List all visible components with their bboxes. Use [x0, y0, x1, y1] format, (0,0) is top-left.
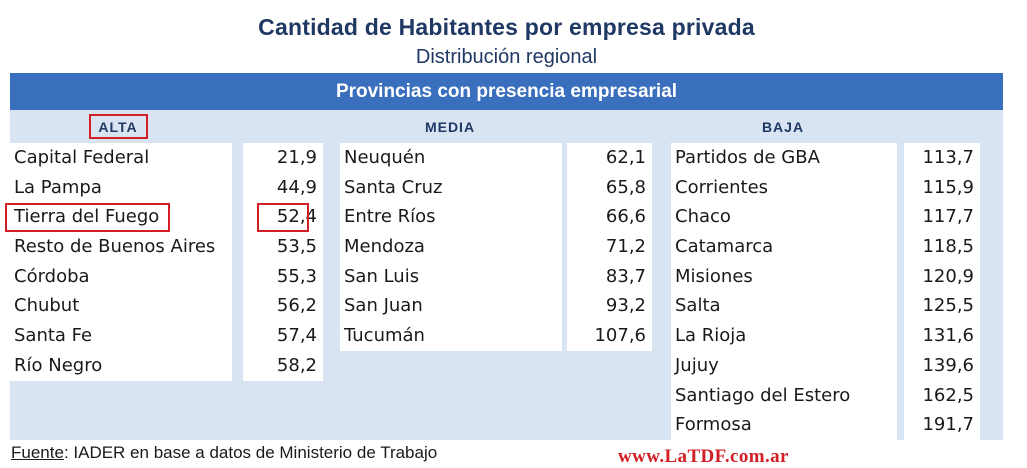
province-value: 53,5 — [243, 232, 323, 262]
province-value: 57,4 — [243, 321, 323, 351]
province-value: 118,5 — [904, 232, 980, 262]
province-name: San Juan — [340, 291, 562, 322]
province-name: Tucumán — [340, 321, 562, 351]
province-value: 191,7 — [904, 410, 980, 440]
page-title: Cantidad de Habitantes por empresa priva… — [258, 14, 755, 40]
province-value: 83,7 — [567, 261, 652, 292]
province-value: 21,9 — [243, 143, 323, 173]
province-value: 115,9 — [904, 172, 980, 203]
province-value: 120,9 — [904, 261, 980, 292]
province-name: Catamarca — [671, 232, 897, 262]
province-name: Jujuy — [671, 350, 897, 381]
province-value: 139,6 — [904, 350, 980, 381]
province-value: 58,2 — [243, 350, 323, 381]
province-name: Tierra del Fuego — [10, 202, 232, 233]
category-alta: ALTA — [98, 119, 138, 135]
province-value: 131,6 — [904, 321, 980, 351]
province-value: 93,2 — [567, 291, 652, 322]
province-name: Formosa — [671, 410, 897, 440]
province-name: La Pampa — [10, 172, 232, 203]
source-label: Fuente — [11, 443, 64, 462]
province-value: 71,2 — [567, 232, 652, 262]
province-value: 55,3 — [243, 261, 323, 292]
province-value: 125,5 — [904, 291, 980, 322]
province-name: Santa Fe — [10, 321, 232, 351]
category-baja: BAJA — [761, 119, 805, 135]
province-name: Capital Federal — [10, 143, 232, 173]
province-name: Río Negro — [10, 350, 232, 381]
category-media: MEDIA — [424, 119, 476, 135]
province-value: 162,5 — [904, 380, 980, 411]
province-value: 66,6 — [567, 202, 652, 233]
province-name: Partidos de GBA — [671, 143, 897, 173]
province-name: San Luis — [340, 261, 562, 292]
province-value: 107,6 — [567, 321, 652, 351]
province-value: 52,4 — [243, 202, 323, 233]
province-name: Resto de Buenos Aires — [10, 232, 232, 262]
province-name: Santa Cruz — [340, 172, 562, 203]
province-value: 44,9 — [243, 172, 323, 203]
province-name: Entre Ríos — [340, 202, 562, 233]
banner-header: Provincias con presencia empresarial — [10, 73, 1003, 110]
province-name: Misiones — [671, 261, 897, 292]
province-value: 113,7 — [904, 143, 980, 173]
source-note: Fuente: IADER en base a datos de Ministe… — [11, 443, 437, 463]
province-value: 117,7 — [904, 202, 980, 233]
province-value: 56,2 — [243, 291, 323, 322]
province-value: 65,8 — [567, 172, 652, 203]
source-text: : IADER en base a datos de Ministerio de… — [63, 443, 438, 462]
site-watermark[interactable]: www.LaTDF.com.ar — [618, 446, 789, 467]
province-name: Corrientes — [671, 172, 897, 203]
page-subtitle: Distribución regional — [415, 46, 598, 68]
province-value: 62,1 — [567, 143, 652, 173]
province-name: Chubut — [10, 291, 232, 322]
province-name: Santiago del Estero — [671, 380, 897, 411]
province-name: Salta — [671, 291, 897, 322]
province-name: Córdoba — [10, 261, 232, 292]
province-name: La Rioja — [671, 321, 897, 351]
province-name: Neuquén — [340, 143, 562, 173]
province-name: Mendoza — [340, 232, 562, 262]
province-name: Chaco — [671, 202, 897, 233]
